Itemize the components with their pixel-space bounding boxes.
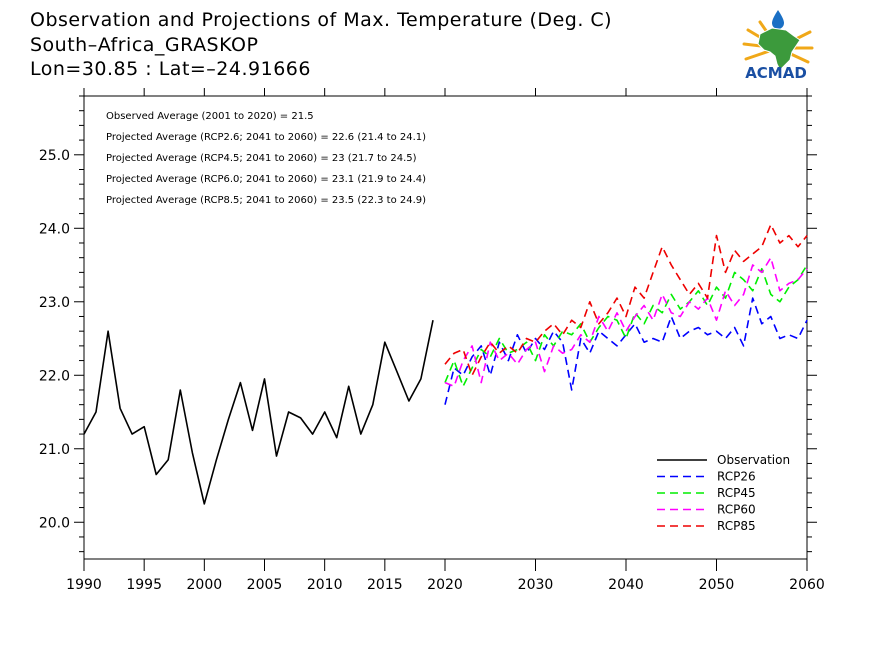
x-tick-label: 2030 [518, 577, 554, 593]
legend-label-rcp26: RCP26 [717, 470, 756, 484]
x-tick-label: 1995 [126, 577, 162, 593]
series-line-rcp26 [444, 297, 808, 405]
y-tick-label: 24.0 [39, 221, 70, 237]
x-tick-label: 2000 [187, 577, 223, 593]
x-tick-label: 2005 [247, 577, 283, 593]
legend-label-observation: Observation [717, 453, 790, 467]
annotation-line: Projected Average (RCP2.6; 2041 to 2060)… [106, 132, 426, 143]
series-line-rcp85 [444, 223, 808, 377]
y-tick-label: 25.0 [39, 148, 70, 164]
x-tick-label: 1990 [66, 577, 102, 593]
logo-water-drop-icon [772, 10, 784, 29]
series-line-observation [83, 320, 434, 505]
chart-title-line-2: South–Africa_GRASKOP [30, 34, 258, 56]
annotation-line: Projected Average (RCP6.0; 2041 to 2060)… [106, 174, 426, 185]
annotation-line: Projected Average (RCP8.5; 2041 to 2060)… [106, 195, 426, 206]
x-tick-label: 2050 [699, 577, 735, 593]
x-tick-label: 2060 [789, 577, 825, 593]
chart-title-line-1: Observation and Projections of Max. Temp… [30, 9, 612, 31]
x-tick-label: 2015 [367, 577, 403, 593]
chart-title-line-3: Lon=30.85 : Lat=–24.91666 [30, 58, 311, 80]
acmad-logo: ACMAD [742, 10, 814, 82]
x-tick-label: 2010 [307, 577, 343, 593]
legend-label-rcp85: RCP85 [717, 519, 756, 533]
y-tick-label: 22.0 [39, 368, 70, 384]
logo-text: ACMAD [745, 64, 807, 82]
x-tick-label: 2040 [608, 577, 644, 593]
y-tick-label: 23.0 [39, 295, 70, 311]
logo-africa-icon [757, 27, 801, 71]
plot-area: 20.0 21.0 22.0 23.0 24.0 25.0 1990 1995 2000 2005… [39, 88, 825, 593]
x-tick-label: 2020 [427, 577, 463, 593]
legend-label-rcp45: RCP45 [717, 486, 756, 500]
annotation-line: Projected Average (RCP4.5; 2041 to 2060)… [106, 153, 417, 164]
annotation-line: Observed Average (2001 to 2020) = 21.5 [106, 111, 314, 122]
series-line-rcp60 [444, 256, 808, 388]
y-tick-label: 21.0 [39, 442, 70, 458]
legend-label-rcp60: RCP60 [717, 503, 756, 517]
y-tick-label: 20.0 [39, 515, 70, 531]
